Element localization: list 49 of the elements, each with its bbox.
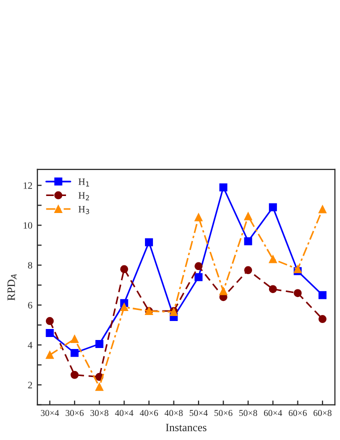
point: [219, 183, 228, 192]
point: [70, 334, 79, 343]
x-tick-label: 30×8: [90, 410, 108, 416]
point: [294, 289, 302, 298]
y-tick-label: 10: [24, 222, 32, 229]
x-axis-title: Instances: [166, 424, 206, 432]
point: [318, 291, 326, 300]
y-tick-label: 2: [28, 382, 32, 388]
point: [219, 287, 228, 296]
x-tick-label: 30×4: [40, 410, 59, 416]
point: [120, 303, 128, 312]
y-tick-label: 8: [28, 262, 32, 269]
x-tick-label: 50×4: [190, 410, 208, 416]
point: [318, 315, 326, 324]
point: [70, 348, 79, 357]
legend-label: H$_{3}$: [78, 206, 90, 214]
point: [46, 317, 54, 326]
point: [268, 285, 277, 294]
x-tick-label: 50×6: [214, 410, 232, 416]
x-tick-label: 40×6: [140, 410, 158, 416]
point: [70, 370, 79, 379]
legend-label: H$_{2}$: [78, 192, 89, 200]
point: [194, 262, 203, 270]
point: [244, 266, 252, 274]
x-tick-label: 60×4: [264, 410, 282, 416]
y-tick-label: 12: [24, 182, 32, 189]
point: [194, 213, 203, 222]
point: [95, 382, 104, 391]
x-tick-label: 40×4: [115, 410, 134, 416]
y-tick-label: 4: [28, 342, 32, 348]
point: [120, 265, 128, 274]
point: [194, 273, 203, 282]
point: [144, 238, 153, 246]
point: [268, 203, 277, 212]
x-tick-label: 30×6: [66, 410, 84, 416]
point: [268, 255, 277, 264]
point: [318, 205, 326, 214]
y-tick-label: 6: [28, 302, 32, 309]
x-tick-label: 40×8: [164, 410, 183, 416]
point: [95, 340, 104, 348]
point: [244, 212, 252, 220]
y-axis-title: RPD$_{A}$: [8, 274, 17, 301]
legend-label: H$_{1}$: [78, 178, 90, 186]
x-tick-label: 60×6: [288, 410, 307, 416]
x-tick-label: 60×8: [314, 410, 332, 416]
point: [46, 328, 54, 337]
point: [46, 350, 54, 359]
point: [244, 237, 252, 246]
x-tick-label: 50×8: [239, 410, 258, 416]
